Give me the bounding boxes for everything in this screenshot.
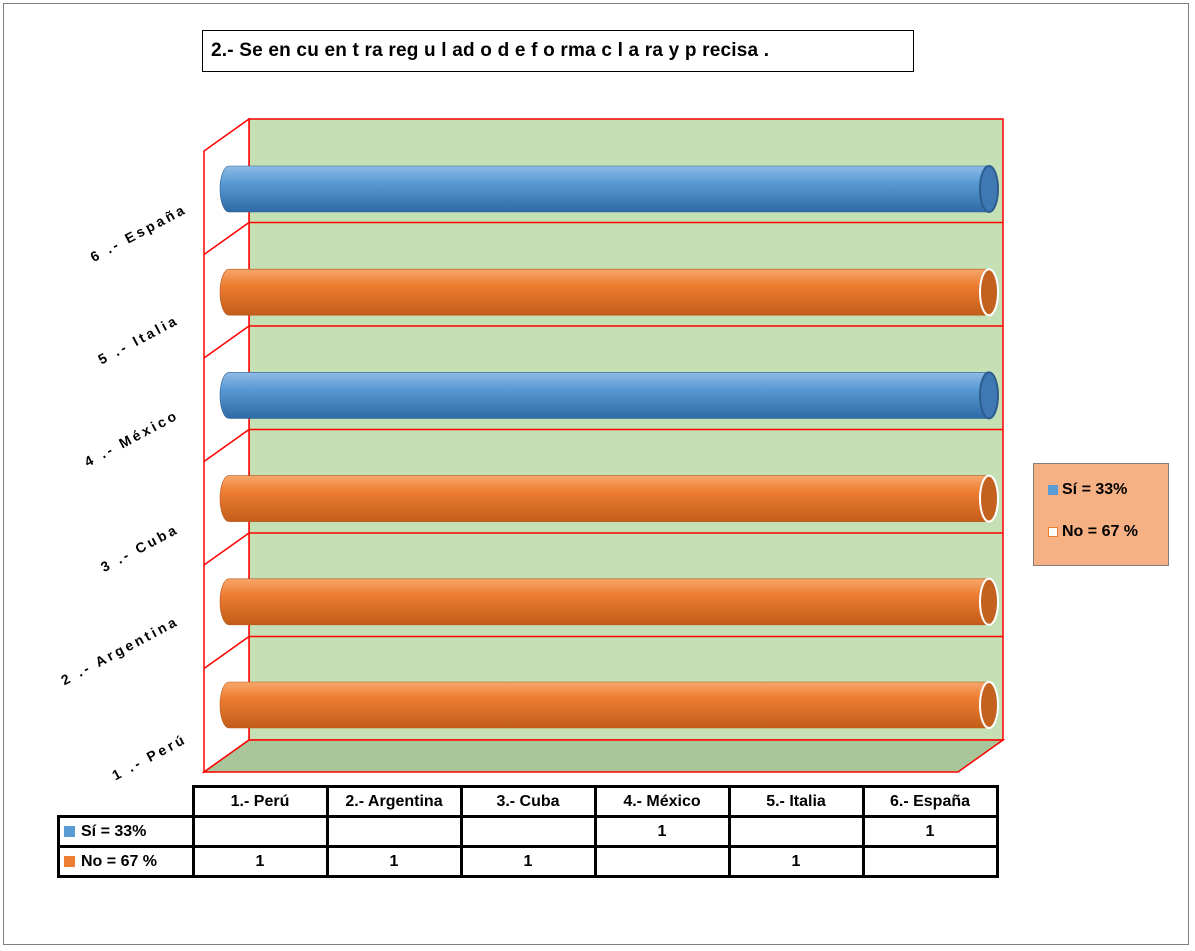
bar-cap xyxy=(979,681,999,729)
data-table-row-label-text: No = 67 % xyxy=(81,852,158,870)
data-table-header: 5.- Italia xyxy=(727,785,865,818)
category-label: 6 .- España xyxy=(87,201,189,265)
category-label: 1 .- Perú xyxy=(109,731,189,784)
data-table-row-label: No = 67 % xyxy=(57,845,195,878)
data-table-cell xyxy=(459,815,597,848)
data-table-cell: 1 xyxy=(727,845,865,878)
gridline xyxy=(203,221,250,256)
data-table-header: 1.- Perú xyxy=(191,785,329,818)
category-label: 4 .- México xyxy=(82,407,182,470)
floor xyxy=(201,739,1006,773)
bar xyxy=(219,165,999,213)
bar-body xyxy=(219,475,999,522)
chart-title: 2.- Se en cu en t ra reg u l ad o d e f … xyxy=(202,30,914,72)
legend-swatch-si xyxy=(1048,485,1058,495)
bar-cap xyxy=(979,577,999,626)
bar-body xyxy=(219,165,999,213)
bar xyxy=(219,681,999,729)
data-table-cell: 1 xyxy=(191,845,329,878)
legend-swatch-no xyxy=(1048,527,1058,537)
data-table-cell xyxy=(727,815,865,848)
data-table-cell: 1 xyxy=(861,815,999,848)
bar-cap xyxy=(979,268,999,317)
gridline xyxy=(203,635,250,670)
legend: Sí = 33% No = 67 % xyxy=(1033,463,1169,566)
data-table-row-label: Sí = 33% xyxy=(57,815,195,848)
bar xyxy=(219,474,999,523)
bar xyxy=(219,371,999,420)
data-table-header: 3.- Cuba xyxy=(459,785,597,818)
data-table-cell: 1 xyxy=(459,845,597,878)
bar-body xyxy=(219,372,999,419)
bar-cap xyxy=(979,371,999,420)
data-table-header-row: 1.- Perú 2.- Argentina 3.- Cuba 4.- Méxi… xyxy=(59,785,999,818)
data-table-header: 6.- España xyxy=(861,785,999,818)
data-table-corner xyxy=(59,787,194,817)
legend-item-no: No = 67 % xyxy=(1048,523,1168,541)
bar xyxy=(219,268,999,317)
bar-body xyxy=(219,268,999,316)
gridline xyxy=(203,325,250,359)
gridline xyxy=(203,428,250,463)
data-table-cell xyxy=(191,815,329,848)
data-table-cell: 1 xyxy=(325,845,463,878)
data-table-row-label-text: Sí = 33% xyxy=(81,822,147,840)
bar-body xyxy=(219,681,999,729)
data-table-cell xyxy=(593,845,731,878)
bar xyxy=(219,577,999,626)
table-swatch-si xyxy=(64,825,75,837)
data-table-row-si: Sí = 33% 1 1 xyxy=(57,815,999,848)
bar-cap xyxy=(979,165,999,213)
bar-body xyxy=(219,578,999,626)
data-table: 1.- Perú 2.- Argentina 3.- Cuba 4.- Méxi… xyxy=(57,785,999,878)
data-table-cell xyxy=(861,845,999,878)
data-table-header: 2.- Argentina xyxy=(325,785,463,818)
data-table-row-no: No = 67 % 1 1 1 1 xyxy=(57,845,999,878)
data-table-cell xyxy=(325,815,463,848)
table-swatch-no xyxy=(64,855,75,867)
data-table-header: 4.- México xyxy=(593,785,731,818)
legend-item-si: Sí = 33% xyxy=(1048,481,1168,499)
category-label: 5 .- Italia xyxy=(95,312,181,368)
legend-label-si: Sí = 33% xyxy=(1062,481,1128,498)
data-table-cell: 1 xyxy=(593,815,731,848)
legend-label-no: No = 67 % xyxy=(1062,523,1139,540)
category-label: 3 .- Cuba xyxy=(98,521,182,576)
gridline xyxy=(203,532,250,566)
bar-cap xyxy=(979,474,999,523)
category-label: 2 .- Argentina xyxy=(58,613,181,689)
